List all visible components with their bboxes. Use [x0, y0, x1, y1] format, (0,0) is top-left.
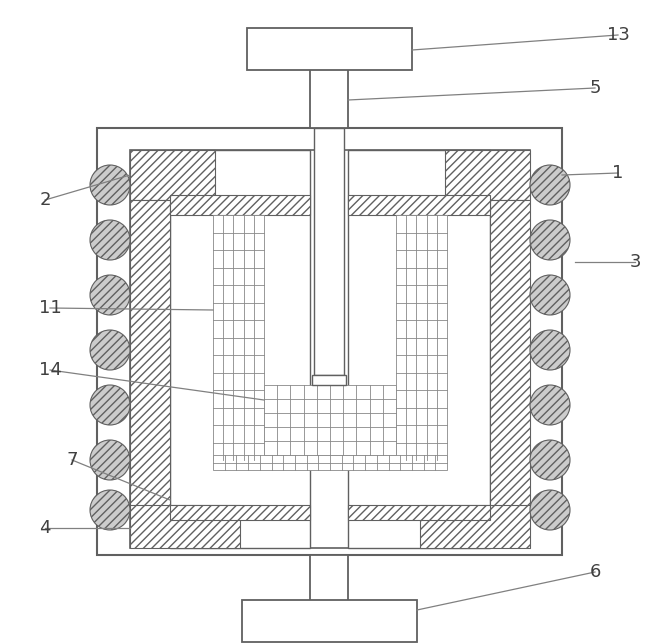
- Bar: [420, 505, 530, 548]
- Text: 7: 7: [67, 451, 78, 469]
- Circle shape: [530, 490, 570, 530]
- Bar: [348, 150, 490, 548]
- Bar: [348, 195, 490, 215]
- Circle shape: [90, 330, 130, 370]
- Text: 5: 5: [589, 79, 601, 97]
- Circle shape: [90, 490, 130, 530]
- Bar: [213, 455, 447, 470]
- Circle shape: [530, 220, 570, 260]
- Circle shape: [90, 385, 130, 425]
- Bar: [242, 600, 417, 642]
- Bar: [130, 200, 170, 510]
- Bar: [445, 150, 530, 200]
- Bar: [97, 128, 562, 555]
- Text: 13: 13: [606, 26, 629, 44]
- Text: 14: 14: [39, 361, 61, 379]
- Text: 1: 1: [612, 164, 623, 182]
- Bar: [170, 505, 310, 520]
- Text: 6: 6: [589, 563, 601, 581]
- Bar: [264, 385, 396, 455]
- Bar: [314, 128, 344, 375]
- Circle shape: [90, 220, 130, 260]
- Bar: [130, 150, 530, 548]
- Bar: [130, 150, 215, 200]
- Bar: [170, 195, 310, 215]
- Circle shape: [90, 275, 130, 315]
- Text: 3: 3: [629, 253, 641, 271]
- Bar: [310, 50, 348, 128]
- Bar: [490, 200, 530, 510]
- Circle shape: [530, 275, 570, 315]
- Circle shape: [90, 440, 130, 480]
- Circle shape: [530, 440, 570, 480]
- Bar: [247, 28, 412, 70]
- Circle shape: [90, 165, 130, 205]
- Bar: [213, 215, 264, 460]
- Circle shape: [530, 330, 570, 370]
- Text: 2: 2: [40, 191, 51, 209]
- Bar: [170, 150, 310, 548]
- Bar: [396, 215, 447, 460]
- Bar: [348, 505, 490, 520]
- Bar: [310, 555, 348, 608]
- Circle shape: [530, 165, 570, 205]
- Bar: [130, 505, 240, 548]
- Text: 11: 11: [39, 299, 61, 317]
- Text: 4: 4: [40, 519, 51, 537]
- Circle shape: [530, 385, 570, 425]
- Bar: [312, 375, 346, 385]
